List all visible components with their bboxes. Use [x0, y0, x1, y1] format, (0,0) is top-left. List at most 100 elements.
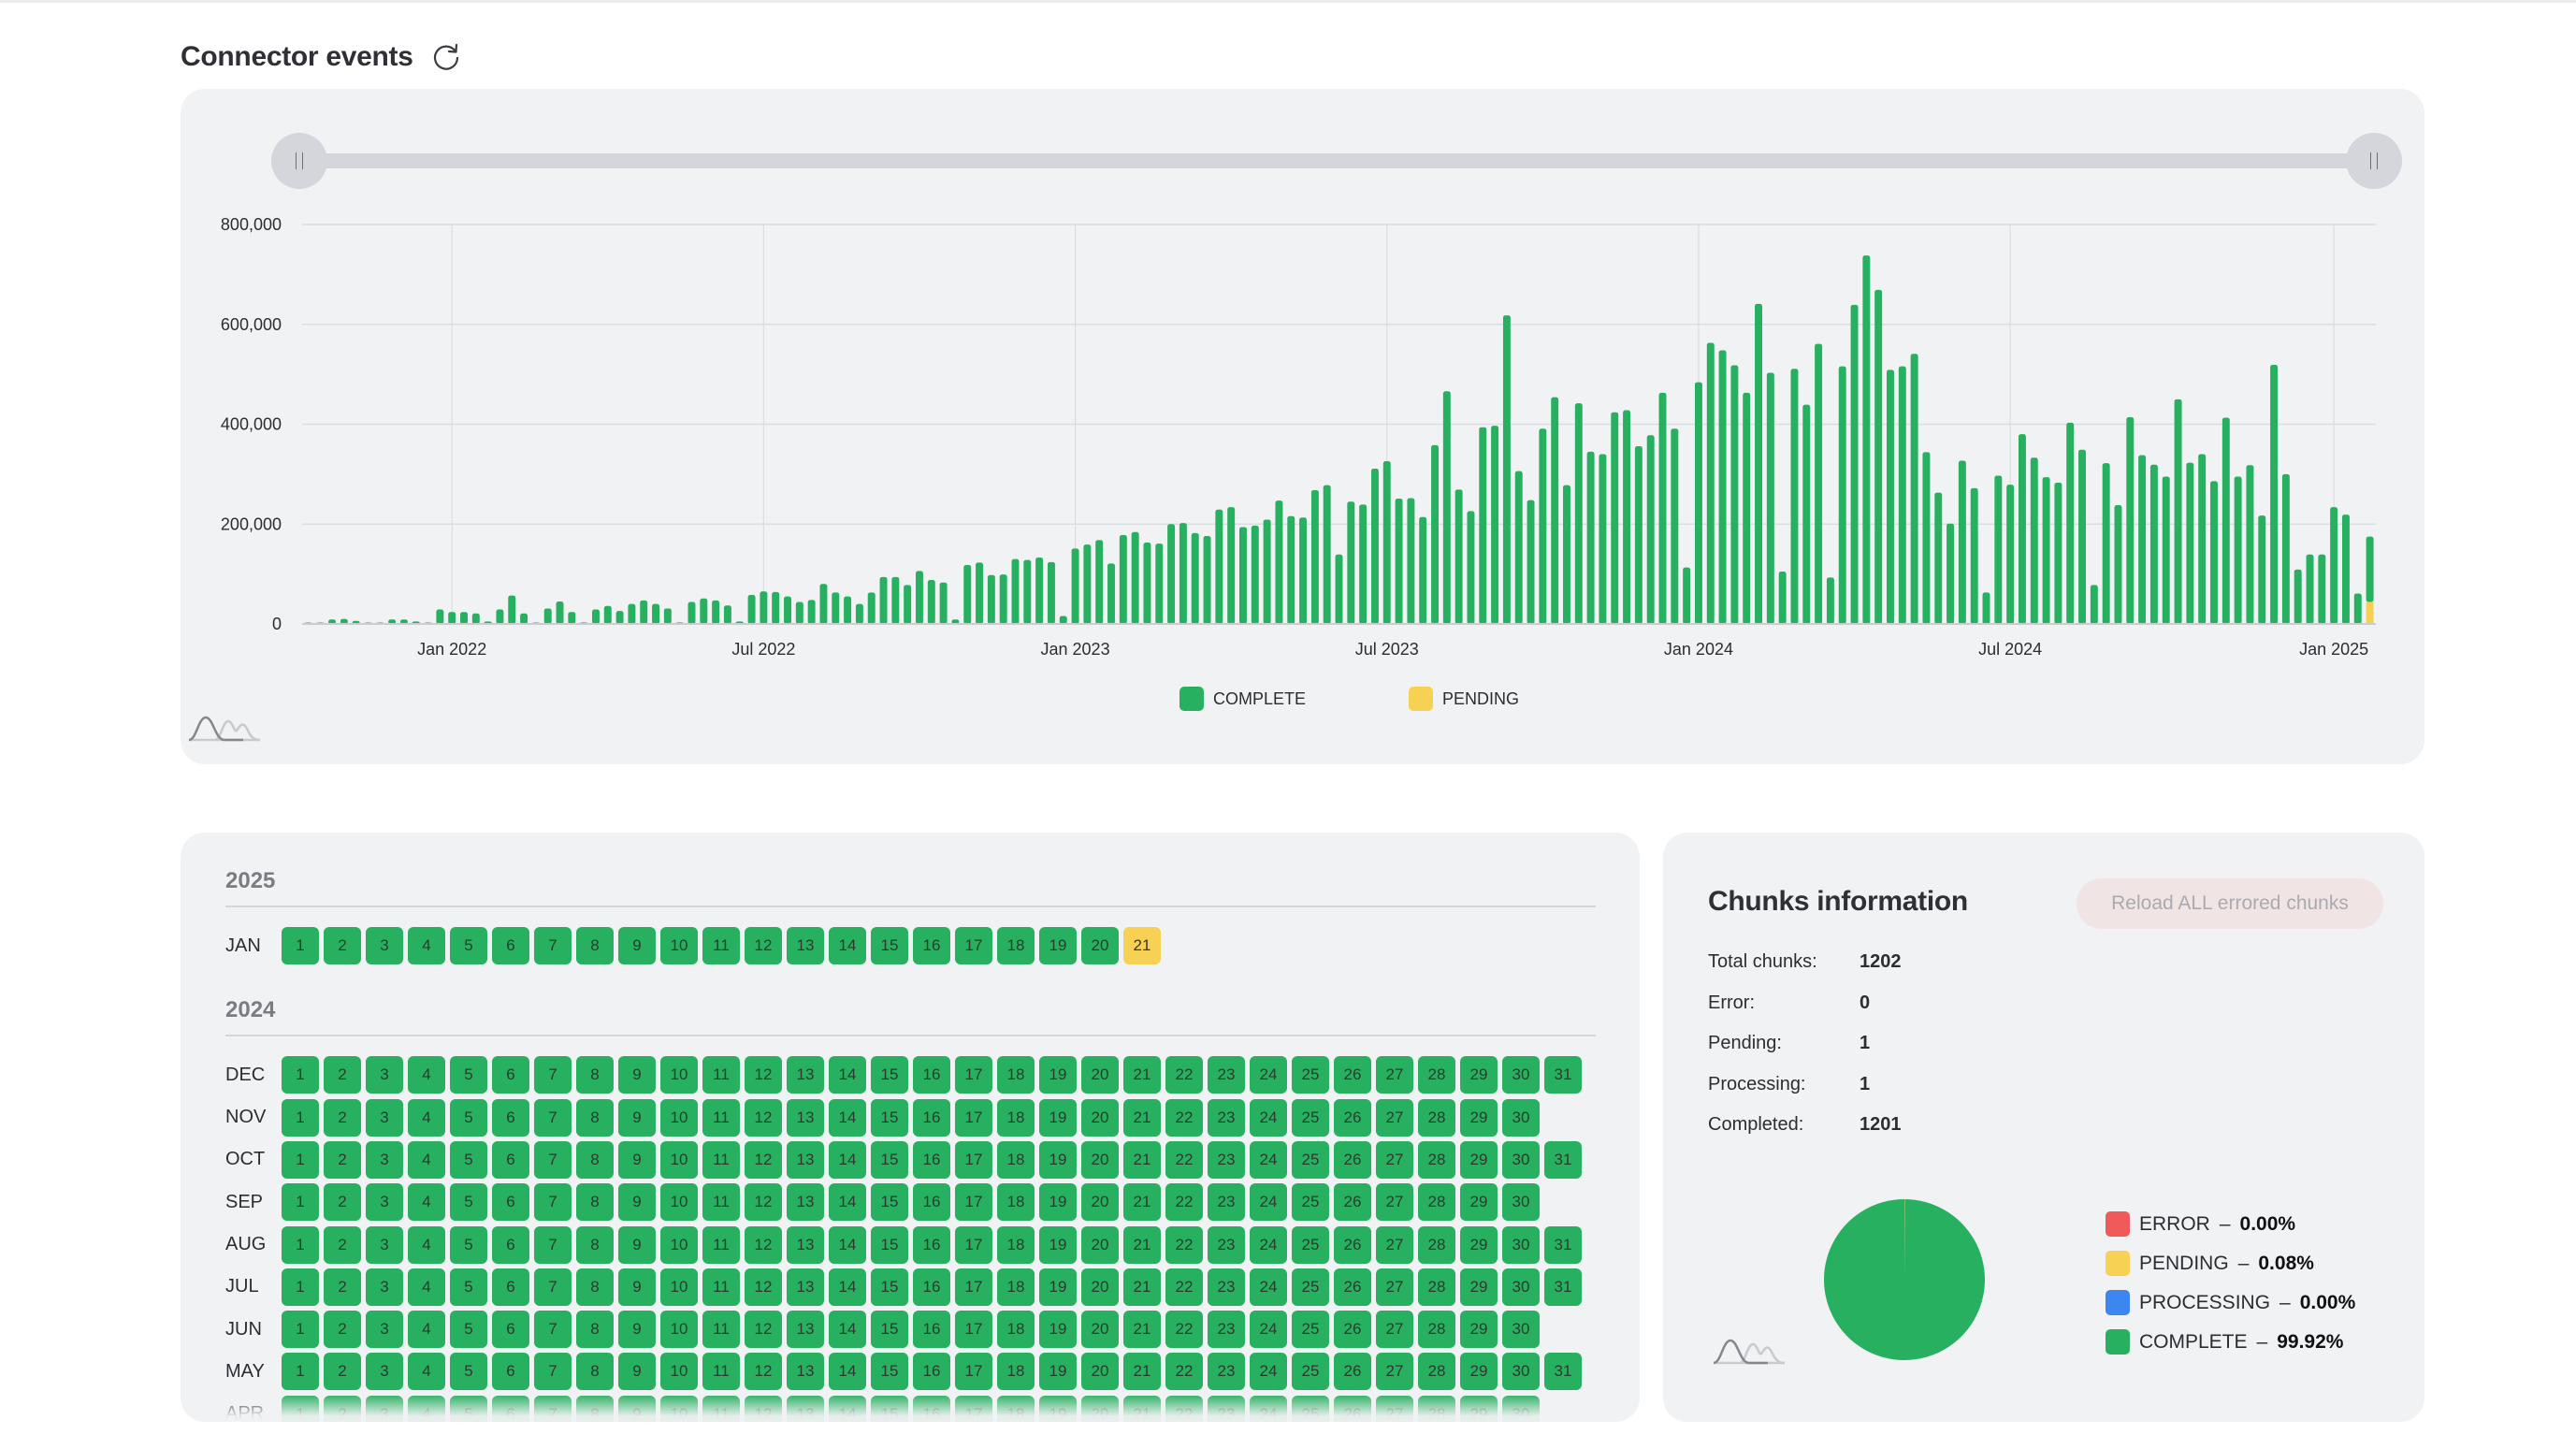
- sparkline-chart-icon[interactable]: [1712, 1337, 1787, 1367]
- day-cell[interactable]: 17: [955, 1268, 992, 1306]
- day-cell[interactable]: 20: [1081, 1353, 1119, 1391]
- day-cell[interactable]: 4: [408, 1311, 445, 1349]
- day-cell[interactable]: 18: [997, 1140, 1035, 1179]
- day-cell[interactable]: 30: [1502, 1183, 1540, 1222]
- day-cell[interactable]: 17: [955, 1056, 992, 1094]
- day-cell[interactable]: 22: [1165, 1353, 1203, 1391]
- day-cell[interactable]: 22: [1165, 1056, 1203, 1094]
- day-cell[interactable]: 16: [913, 1311, 950, 1349]
- day-cell[interactable]: 29: [1460, 1353, 1498, 1391]
- day-cell[interactable]: 11: [702, 1098, 740, 1137]
- day-cell[interactable]: 11: [702, 927, 740, 964]
- day-cell[interactable]: 9: [618, 1140, 656, 1179]
- day-cell[interactable]: 21: [1123, 1311, 1161, 1349]
- day-cell[interactable]: 2: [324, 1056, 361, 1094]
- day-cell[interactable]: 6: [492, 927, 529, 964]
- day-cell[interactable]: 24: [1250, 1183, 1287, 1222]
- day-cell[interactable]: 14: [829, 1098, 866, 1137]
- day-cell[interactable]: 3: [366, 1353, 403, 1391]
- day-cell[interactable]: 16: [913, 1353, 950, 1391]
- day-cell[interactable]: 15: [871, 1056, 908, 1094]
- day-cell[interactable]: 22: [1165, 1225, 1203, 1264]
- day-cell[interactable]: 5: [450, 1098, 487, 1137]
- day-cell[interactable]: 10: [660, 1353, 698, 1391]
- day-cell[interactable]: 21: [1123, 927, 1161, 964]
- day-cell[interactable]: 16: [913, 1140, 950, 1179]
- day-cell[interactable]: 27: [1376, 1311, 1413, 1349]
- day-cell[interactable]: 10: [660, 1268, 698, 1306]
- day-cell[interactable]: 24: [1250, 1098, 1287, 1137]
- day-cell[interactable]: 2: [324, 1183, 361, 1222]
- day-cell[interactable]: 19: [1039, 1183, 1077, 1222]
- day-cell[interactable]: 18: [997, 1311, 1035, 1349]
- day-cell[interactable]: 23: [1208, 1353, 1245, 1391]
- day-cell[interactable]: 30: [1502, 1225, 1540, 1264]
- day-cell[interactable]: 31: [1544, 1353, 1582, 1391]
- day-cell[interactable]: 5: [450, 1268, 487, 1306]
- day-cell[interactable]: 26: [1334, 1311, 1371, 1349]
- day-cell[interactable]: 24: [1250, 1225, 1287, 1264]
- day-cell[interactable]: 2: [324, 1140, 361, 1179]
- day-cell[interactable]: 11: [702, 1353, 740, 1391]
- day-cell[interactable]: 30: [1502, 1140, 1540, 1179]
- day-cell[interactable]: 7: [534, 1225, 572, 1264]
- day-cell[interactable]: 3: [366, 1140, 403, 1179]
- day-cell[interactable]: 18: [997, 1268, 1035, 1306]
- day-cell[interactable]: 1: [282, 1268, 319, 1306]
- day-cell[interactable]: 15: [871, 927, 908, 964]
- day-cell[interactable]: 10: [660, 1311, 698, 1349]
- day-cell[interactable]: 9: [618, 1056, 656, 1094]
- range-slider-track[interactable]: [274, 153, 2376, 168]
- day-cell[interactable]: 28: [1418, 1268, 1455, 1306]
- day-cell[interactable]: 9: [618, 1353, 656, 1391]
- day-cell[interactable]: 8: [576, 1056, 614, 1094]
- day-cell[interactable]: 14: [829, 1056, 866, 1094]
- day-cell[interactable]: 25: [1292, 1225, 1329, 1264]
- day-cell[interactable]: 22: [1165, 1268, 1203, 1306]
- day-cell[interactable]: 15: [871, 1183, 908, 1222]
- day-cell[interactable]: 19: [1039, 1225, 1077, 1264]
- day-cell[interactable]: 3: [366, 927, 403, 964]
- day-cell[interactable]: 26: [1334, 1225, 1371, 1264]
- day-cell[interactable]: 13: [787, 1225, 824, 1264]
- day-cell[interactable]: 19: [1039, 1098, 1077, 1137]
- day-cell[interactable]: 4: [408, 1353, 445, 1391]
- day-cell[interactable]: 27: [1376, 1056, 1413, 1094]
- day-cell[interactable]: 4: [408, 1225, 445, 1264]
- day-cell[interactable]: 23: [1208, 1183, 1245, 1222]
- day-cell[interactable]: 12: [745, 1056, 782, 1094]
- day-cell[interactable]: 18: [997, 1353, 1035, 1391]
- day-cell[interactable]: 1: [282, 1056, 319, 1094]
- day-cell[interactable]: 9: [618, 1268, 656, 1306]
- day-cell[interactable]: 1: [282, 1225, 319, 1264]
- day-cell[interactable]: 13: [787, 1311, 824, 1349]
- day-cell[interactable]: 19: [1039, 1140, 1077, 1179]
- day-cell[interactable]: 18: [997, 1183, 1035, 1222]
- day-cell[interactable]: 11: [702, 1225, 740, 1264]
- day-cell[interactable]: 7: [534, 1268, 572, 1306]
- day-cell[interactable]: 25: [1292, 1268, 1329, 1306]
- day-cell[interactable]: 16: [913, 1225, 950, 1264]
- day-cell[interactable]: 14: [829, 1268, 866, 1306]
- day-cell[interactable]: 16: [913, 1268, 950, 1306]
- day-cell[interactable]: 21: [1123, 1353, 1161, 1391]
- day-cell[interactable]: 10: [660, 1098, 698, 1137]
- day-cell[interactable]: 27: [1376, 1140, 1413, 1179]
- day-cell[interactable]: 14: [829, 1311, 866, 1349]
- day-cell[interactable]: 15: [871, 1268, 908, 1306]
- day-cell[interactable]: 24: [1250, 1311, 1287, 1349]
- day-cell[interactable]: 22: [1165, 1183, 1203, 1222]
- day-cell[interactable]: 4: [408, 1056, 445, 1094]
- day-cell[interactable]: 29: [1460, 1225, 1498, 1264]
- day-cell[interactable]: 9: [618, 1183, 656, 1222]
- day-cell[interactable]: 10: [660, 1183, 698, 1222]
- day-cell[interactable]: 12: [745, 1140, 782, 1179]
- day-cell[interactable]: 15: [871, 1225, 908, 1264]
- day-cell[interactable]: 27: [1376, 1268, 1413, 1306]
- day-cell[interactable]: 13: [787, 1183, 824, 1222]
- day-cell[interactable]: 15: [871, 1353, 908, 1391]
- day-cell[interactable]: 23: [1208, 1056, 1245, 1094]
- day-cell[interactable]: 29: [1460, 1183, 1498, 1222]
- day-cell[interactable]: 31: [1544, 1056, 1582, 1094]
- day-cell[interactable]: 20: [1081, 1183, 1119, 1222]
